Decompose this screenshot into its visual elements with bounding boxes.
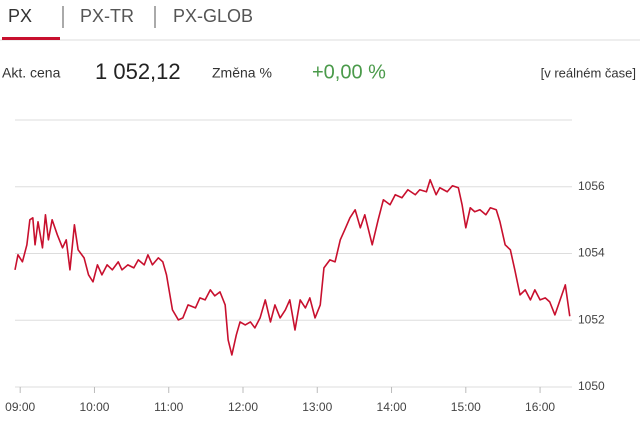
x-tick-label: 12:00	[228, 400, 258, 414]
tab[interactable]: PX-TR	[80, 6, 134, 26]
x-tick-label: 10:00	[79, 400, 109, 414]
x-tick-label: 09:00	[5, 400, 35, 414]
price: 1 052,12	[95, 59, 181, 84]
x-tick-label: 16:00	[525, 400, 555, 414]
y-tick-label: 1054	[578, 246, 605, 260]
price-line	[14, 178, 571, 356]
y-tick-label: 1050	[578, 379, 605, 393]
tab[interactable]: PX	[8, 6, 32, 26]
tab[interactable]: PX-GLOB	[173, 6, 253, 26]
x-tick-label: 13:00	[302, 400, 332, 414]
active-tab-indicator	[2, 37, 60, 40]
x-tick-label: 15:00	[451, 400, 481, 414]
realtime-note: [v reálném čase]	[541, 65, 636, 80]
plot: 1050 1052 1054 1056 09:00 10:00 11:00 12:00 13:0…	[5, 179, 605, 414]
x-tick-label: 11:00	[154, 400, 183, 414]
change-label: Změna %	[212, 65, 272, 81]
y-tick-label: 1052	[578, 312, 605, 326]
price-label: Akt. cena	[2, 65, 61, 81]
x-tick-label: 14:00	[377, 400, 407, 414]
y-tick-label: 1056	[578, 179, 605, 193]
change: +0,00 %	[312, 61, 386, 83]
